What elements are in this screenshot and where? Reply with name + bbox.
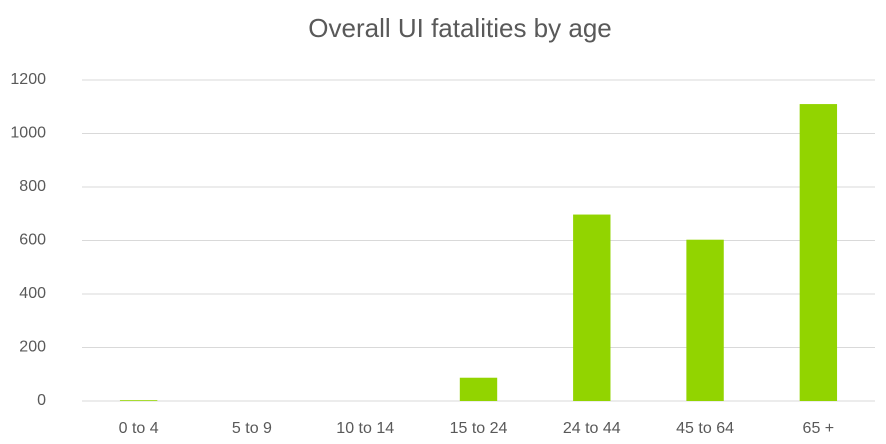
bar	[573, 214, 611, 401]
y-tick-label: 1000	[10, 125, 46, 142]
x-tick-label: 45 to 64	[676, 420, 734, 437]
y-tick-label: 400	[19, 285, 46, 302]
x-tick-label: 24 to 44	[563, 420, 621, 437]
x-tick-label: 5 to 9	[232, 420, 272, 437]
y-tick-label: 800	[19, 178, 46, 195]
bar	[119, 400, 158, 401]
bar	[686, 239, 724, 401]
y-tick-label: 200	[19, 339, 46, 356]
x-tick-label: 10 to 14	[336, 420, 394, 437]
y-tick-label: 1200	[10, 71, 46, 88]
x-tick-label: 0 to 4	[119, 420, 159, 437]
y-tick-label: 600	[19, 232, 46, 249]
chart-title: Overall UI fatalities by age	[308, 13, 611, 43]
bar	[459, 377, 498, 401]
x-tick-label: 15 to 24	[450, 420, 508, 437]
x-tick-label: 65 +	[803, 420, 835, 437]
bar	[799, 104, 838, 401]
y-tick-label: 0	[37, 392, 46, 409]
